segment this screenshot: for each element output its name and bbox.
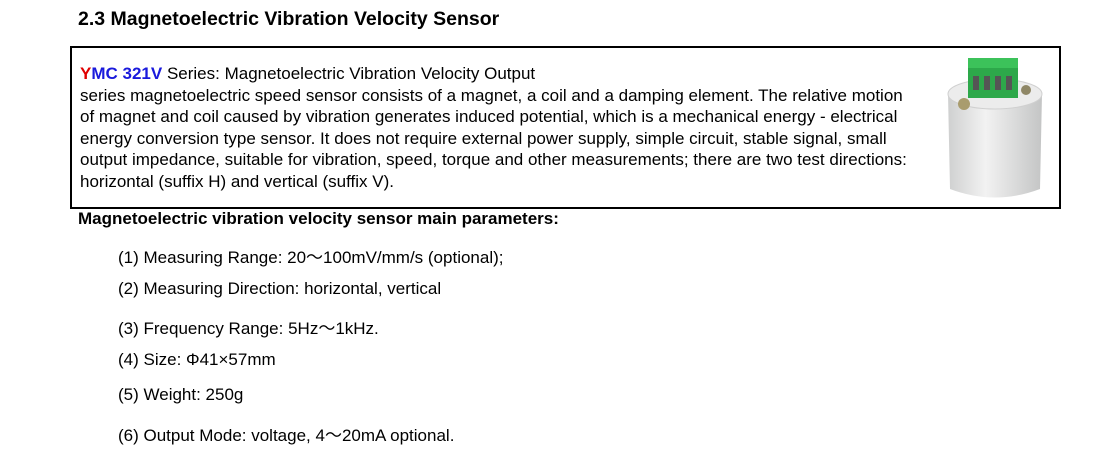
- model-name: MC 321V: [91, 64, 163, 83]
- param-item: (3) Frequency Range: 5Hz～1kHz.: [118, 319, 379, 338]
- param-item: (4) Size: Φ41×57mm: [118, 349, 276, 369]
- param-item: (5) Weight: 250g: [118, 385, 244, 404]
- model-y: Y: [80, 64, 92, 83]
- intro-text: YMC 321V Series: Magnetoelectric Vibrati…: [80, 63, 920, 193]
- param-item: (6) Output Mode: voltage, 4～20mA optiona…: [118, 425, 455, 445]
- section-title: 2.3 Magnetoelectric Vibration Velocity S…: [78, 8, 500, 30]
- params-heading: Magnetoelectric vibration velocity senso…: [78, 209, 559, 228]
- sensor-photo: [947, 58, 1043, 198]
- param-item: (2) Measuring Direction: horizontal, ver…: [118, 278, 442, 298]
- intro-body: series magnetoelectric speed sensor cons…: [80, 85, 907, 191]
- params-list: (1) Measuring Range: 20～100mV/mm/s (opti…: [118, 243, 504, 456]
- intro-box: YMC 321V Series: Magnetoelectric Vibrati…: [70, 46, 1061, 209]
- intro-line1: Series: Magnetoelectric Vibration Veloci…: [162, 64, 536, 83]
- param-item: (1) Measuring Range: 20～100mV/mm/s (opti…: [118, 248, 504, 267]
